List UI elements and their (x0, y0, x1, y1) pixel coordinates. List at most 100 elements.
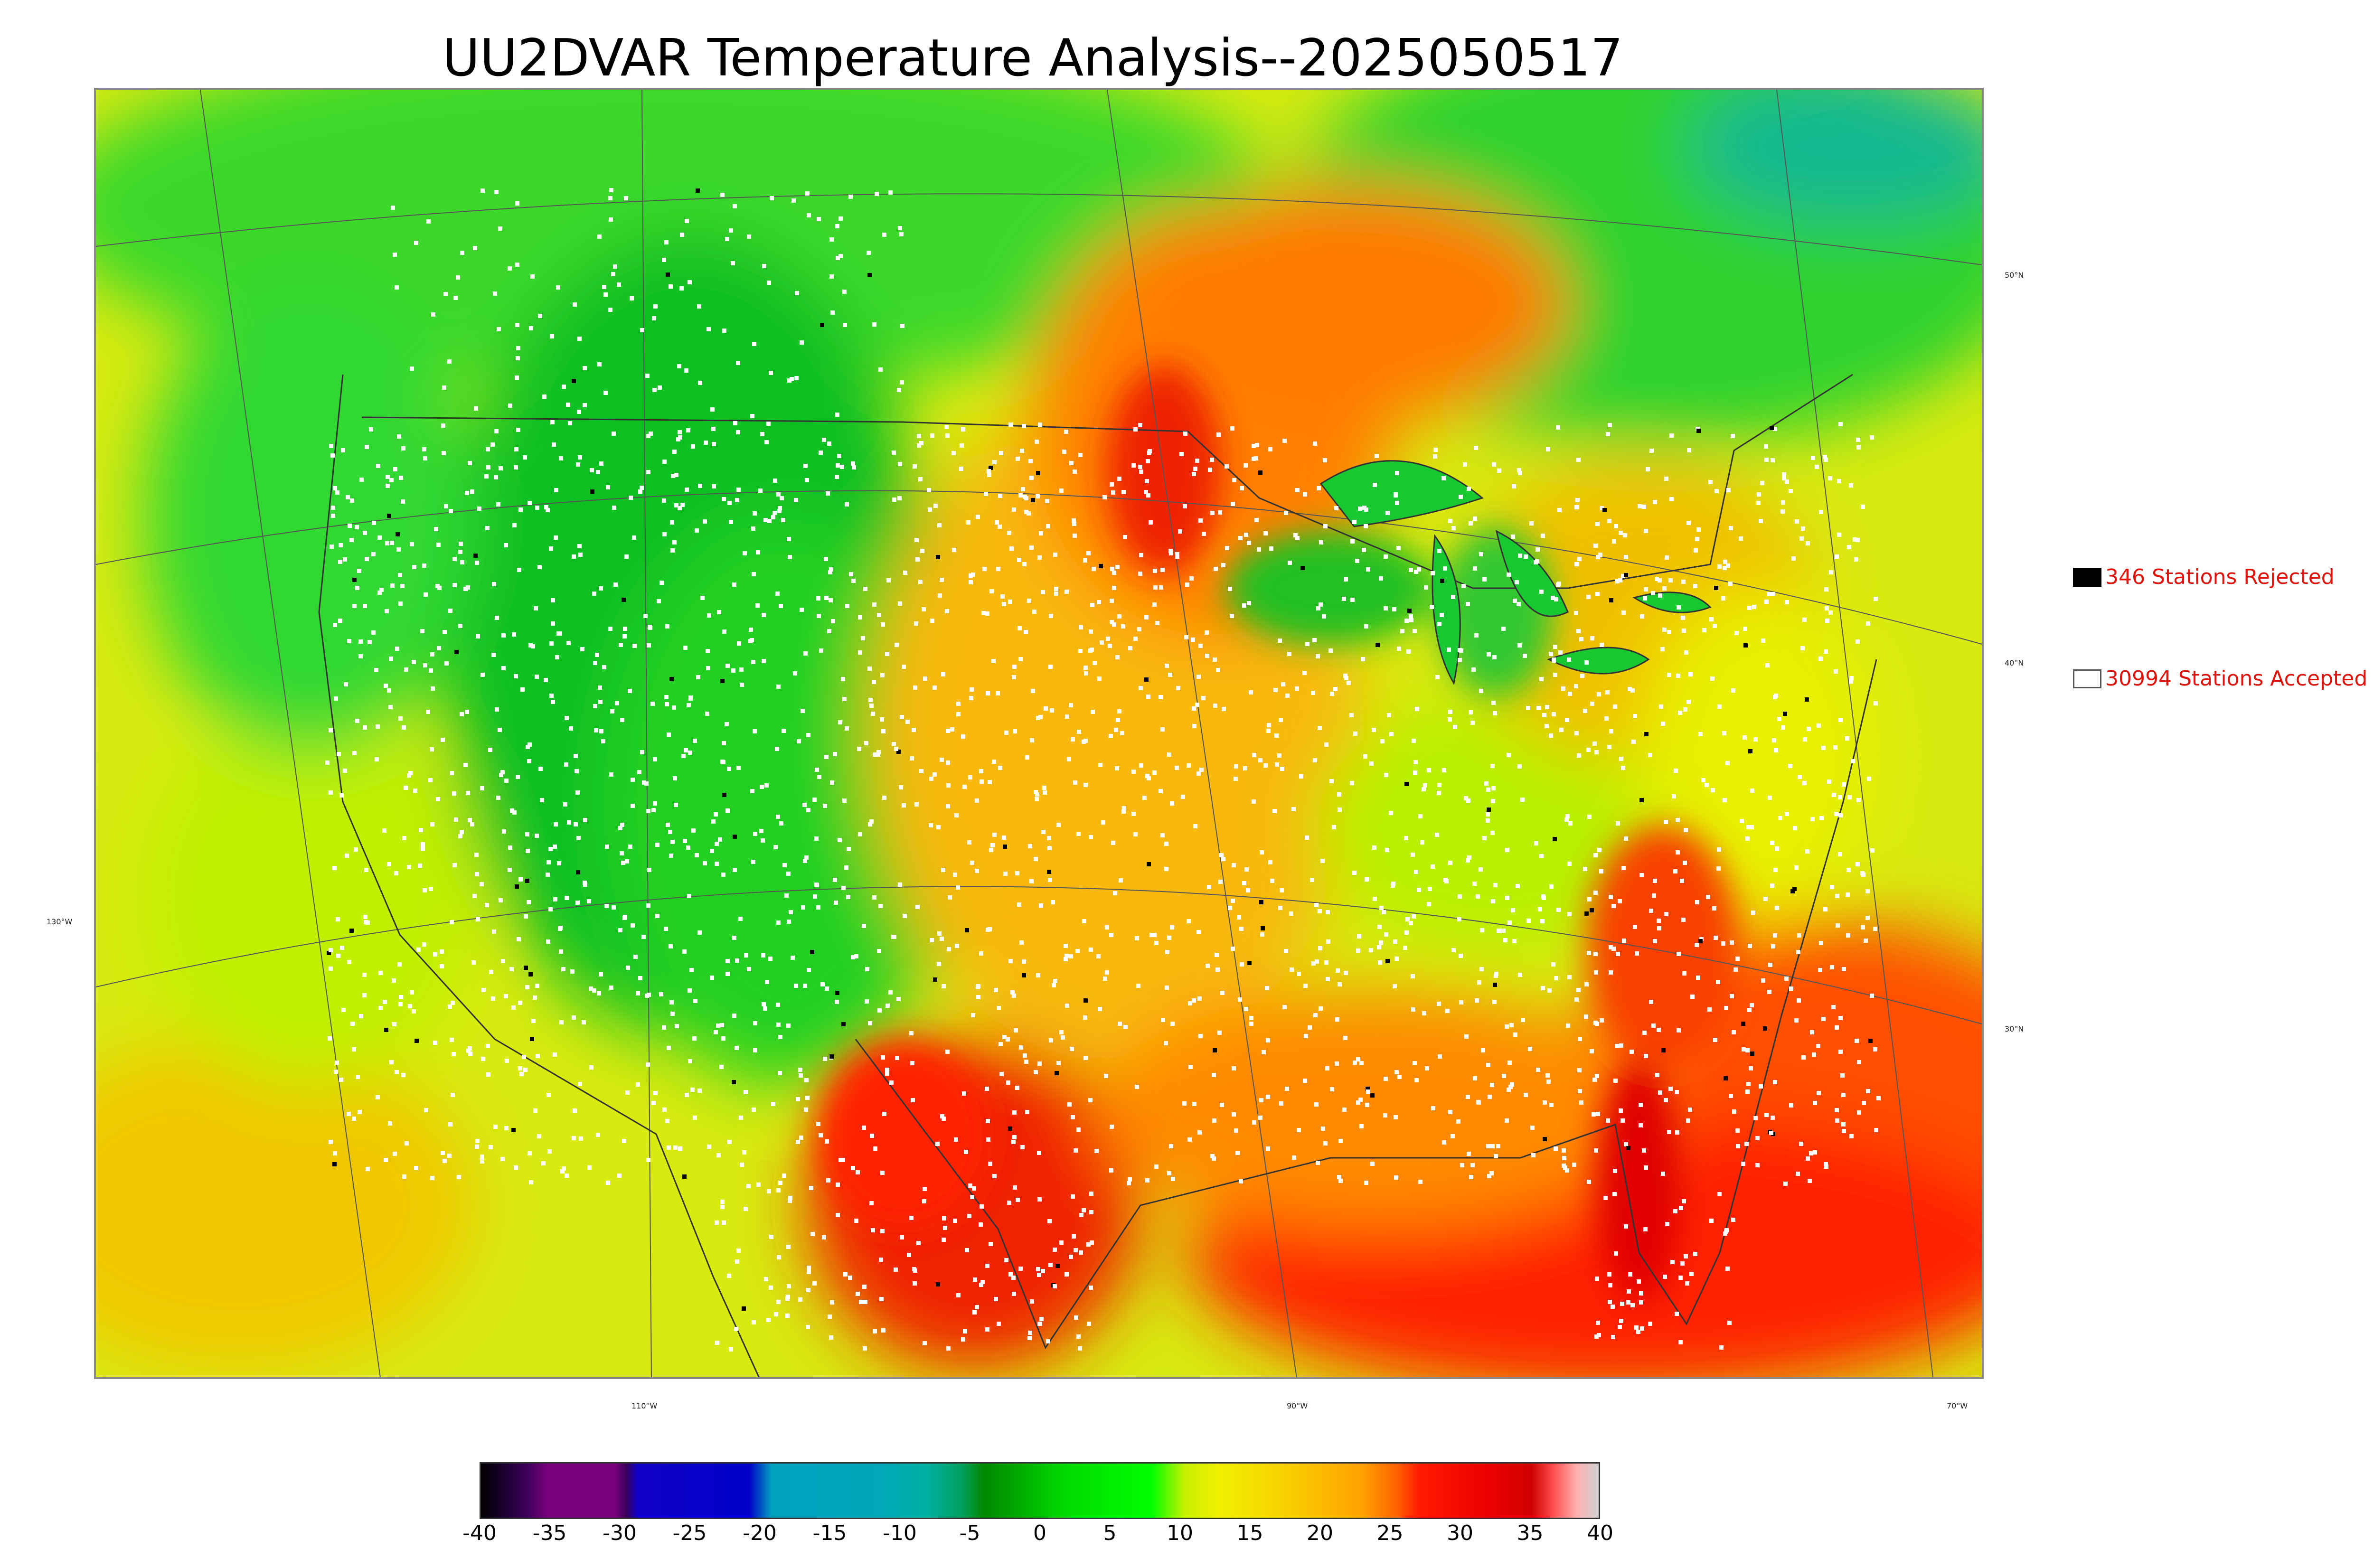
accepted-station-marker (480, 1155, 484, 1159)
accepted-station-marker (933, 685, 937, 690)
accepted-station-marker (489, 1145, 493, 1149)
accepted-station-marker (484, 474, 489, 479)
accepted-station-marker (881, 1055, 885, 1060)
accepted-station-marker (1667, 673, 1671, 677)
accepted-station-marker (744, 1207, 748, 1211)
accepted-station-marker (1088, 1098, 1093, 1102)
accepted-station-marker (804, 1078, 809, 1082)
accepted-station-marker (1016, 1198, 1020, 1202)
accepted-station-marker (1480, 928, 1484, 932)
accepted-station-marker (785, 1296, 790, 1301)
accepted-station-marker (1595, 522, 1600, 526)
accepted-station-marker (1268, 447, 1272, 451)
accepted-station-marker (894, 747, 898, 751)
rejected-station-marker (387, 514, 391, 518)
accepted-station-marker (1225, 546, 1229, 550)
accepted-station-marker (628, 845, 632, 849)
accepted-station-marker (1764, 1113, 1769, 1117)
rejected-station-marker (682, 1174, 687, 1179)
accepted-station-marker (1263, 763, 1268, 768)
accepted-station-marker (833, 752, 837, 756)
accepted-station-marker (1658, 1090, 1662, 1095)
accepted-station-marker (812, 798, 817, 802)
accepted-station-marker (448, 1122, 452, 1127)
rejected-station-marker (733, 835, 737, 839)
accepted-station-marker (398, 601, 403, 606)
accepted-station-marker (430, 1176, 434, 1180)
accepted-station-marker (1731, 688, 1735, 693)
accepted-station-marker (1722, 731, 1726, 735)
accepted-station-marker (1384, 773, 1388, 777)
accepted-station-marker (546, 939, 550, 944)
accepted-station-marker (1123, 1025, 1128, 1029)
accepted-station-marker (1196, 930, 1201, 934)
accepted-station-marker (835, 1000, 839, 1004)
accepted-station-marker (845, 502, 849, 507)
accepted-station-marker (1021, 487, 1025, 491)
accepted-station-marker (362, 973, 367, 977)
accepted-station-marker (480, 1159, 484, 1164)
accepted-station-marker (1674, 769, 1678, 773)
accepted-station-marker (1507, 920, 1512, 925)
accepted-station-marker (1078, 649, 1083, 653)
accepted-station-marker (1479, 867, 1483, 872)
accepted-station-marker (1089, 835, 1093, 839)
accepted-station-marker (1187, 919, 1191, 923)
accepted-station-marker (564, 762, 568, 767)
accepted-station-marker (869, 819, 874, 824)
accepted-station-marker (1192, 998, 1196, 1003)
accepted-station-marker (807, 1266, 811, 1270)
accepted-station-marker (376, 1095, 380, 1099)
accepted-station-marker (1047, 836, 1051, 840)
accepted-station-marker (1583, 709, 1587, 713)
accepted-station-marker (827, 441, 831, 446)
accepted-station-marker (454, 817, 458, 822)
accepted-station-marker (540, 798, 544, 802)
accepted-station-marker (546, 873, 550, 877)
accepted-station-marker (1633, 714, 1637, 718)
accepted-station-marker (442, 451, 446, 455)
accepted-station-marker (1491, 899, 1495, 903)
rejected-station-marker (810, 950, 814, 954)
accepted-station-marker (1683, 707, 1687, 712)
temperature-map[interactable] (94, 88, 1984, 1379)
accepted-station-marker (1430, 605, 1434, 609)
accepted-station-marker (1282, 1005, 1287, 1009)
accepted-station-marker (1169, 1144, 1173, 1148)
accepted-station-marker (985, 1327, 989, 1332)
accepted-station-marker (1729, 1094, 1733, 1098)
colorbar-tick: 10 (1167, 1521, 1193, 1545)
accepted-station-marker (1508, 1085, 1513, 1089)
accepted-station-marker (580, 647, 584, 651)
accepted-station-marker (1576, 988, 1581, 992)
accepted-station-marker (476, 917, 480, 921)
accepted-station-marker (523, 455, 527, 460)
accepted-station-marker (1074, 1315, 1078, 1320)
accepted-station-marker (727, 767, 731, 771)
accepted-station-marker (1121, 809, 1126, 814)
accepted-station-marker (1147, 776, 1151, 780)
accepted-station-marker (493, 291, 497, 296)
accepted-station-marker (941, 672, 945, 676)
accepted-station-marker (1023, 1053, 1027, 1058)
accepted-station-marker (800, 608, 804, 612)
accepted-station-marker (334, 696, 338, 701)
accepted-station-marker (1594, 970, 1598, 975)
accepted-station-marker (1567, 975, 1572, 979)
accepted-station-marker (393, 253, 397, 257)
accepted-station-marker (1664, 912, 1668, 916)
accepted-station-marker (548, 847, 553, 851)
accepted-station-marker (1247, 541, 1251, 545)
accepted-station-marker (951, 451, 956, 455)
accepted-station-marker (383, 1000, 387, 1004)
accepted-station-marker (1842, 782, 1846, 787)
accepted-station-marker (1681, 580, 1686, 584)
accepted-station-marker (688, 695, 693, 700)
accepted-station-marker (1670, 1260, 1675, 1264)
accepted-station-marker (1717, 564, 1722, 569)
accepted-station-marker (673, 776, 677, 780)
accepted-station-marker (856, 1292, 860, 1296)
accepted-station-marker (468, 461, 472, 465)
accepted-station-marker (1565, 718, 1569, 722)
accepted-station-marker (1793, 826, 1797, 830)
